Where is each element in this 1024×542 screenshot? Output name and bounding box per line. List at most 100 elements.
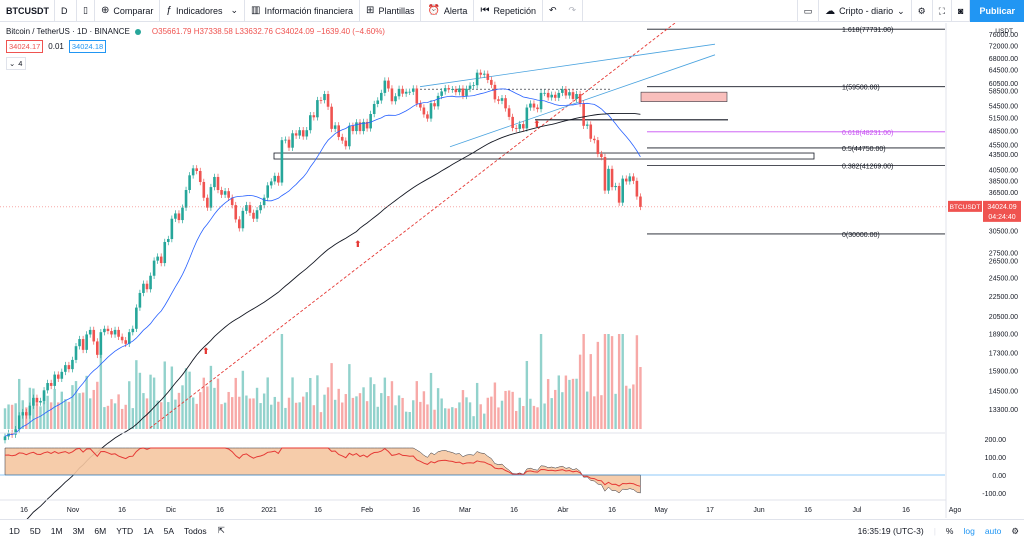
chevron-down-icon: ⌄ xyxy=(897,5,905,16)
volume-bar xyxy=(81,392,85,429)
auto-toggle[interactable]: auto xyxy=(984,526,1002,536)
volume-bar xyxy=(362,387,365,429)
timeframe-todos[interactable]: Todos xyxy=(184,525,207,536)
candle-body xyxy=(284,139,287,141)
redo-button[interactable]: ↷ xyxy=(563,0,584,22)
clock[interactable]: 16:35:19 (UTC-3) xyxy=(857,526,924,536)
candle-body xyxy=(220,190,223,195)
undo-button[interactable]: ↶ xyxy=(543,0,563,22)
candle-body xyxy=(589,124,593,139)
candle-body xyxy=(582,103,585,126)
timeframe-5d[interactable]: 5D xyxy=(29,525,41,536)
replay-button[interactable]: ⏮ Repetición xyxy=(474,0,543,22)
candle-body xyxy=(170,218,174,240)
interval-button[interactable]: D xyxy=(55,0,77,22)
volume-bar xyxy=(419,401,422,429)
timeframe-1d[interactable]: 1D xyxy=(9,525,20,536)
gear-icon[interactable]: ⚙ xyxy=(1011,525,1019,536)
collapse-legend-button[interactable]: ⌄ 4 xyxy=(6,57,26,70)
volume-bar xyxy=(191,397,195,429)
legend-ohlc: O35661.79 H37338.58 L33632.76 C34024.09 … xyxy=(151,27,385,36)
candle-body xyxy=(298,130,301,136)
fullscreen-button[interactable]: ⛶ xyxy=(933,0,953,22)
alert-button[interactable]: ⏰ Alerta xyxy=(421,0,475,22)
volume-bar xyxy=(64,399,67,429)
candle-body xyxy=(440,91,443,96)
candle-body xyxy=(482,73,486,75)
layout-toggle-button[interactable]: ▭ xyxy=(796,0,820,22)
timeframe-1m[interactable]: 1M xyxy=(50,525,63,536)
volume-bar xyxy=(160,402,163,429)
price-tick-label: 24500.00 xyxy=(989,275,1018,282)
redo-icon: ↷ xyxy=(568,5,577,15)
symbol-search[interactable]: BTCUSDT xyxy=(0,0,55,22)
timeframe-3m[interactable]: 3M xyxy=(72,525,85,536)
indicators-button[interactable]: ƒ Indicadores ⌄ xyxy=(160,0,246,22)
gear-icon: ⚙ xyxy=(917,5,926,16)
undo-icon: ↶ xyxy=(548,5,557,15)
time-axis[interactable]: 16 Nov 16 Dic 16 2021 16 Feb 16 Mar 16 Abr 16 May 17 Ju… xyxy=(0,499,962,514)
timeframe-5a[interactable]: 5A xyxy=(163,525,174,536)
time-tick-label: Abr xyxy=(558,507,570,514)
volume-bar xyxy=(202,377,205,429)
timeframe-1a[interactable]: 1A xyxy=(143,525,154,536)
candle-body xyxy=(81,339,85,350)
volume-bar xyxy=(465,397,468,429)
price-axis[interactable]: 76000.00 72000.00 68000.00 64500.00 60500.00… xyxy=(945,23,1018,518)
settings-button[interactable]: ⚙ xyxy=(912,0,933,22)
candle-body xyxy=(575,94,578,99)
candle-body xyxy=(255,210,259,219)
volume-bar xyxy=(117,394,120,429)
ask-price[interactable]: 34024.18 xyxy=(68,40,107,53)
price-tick-label: 38500.00 xyxy=(989,178,1018,185)
chart-type-button[interactable]: ▯ xyxy=(77,0,95,22)
plus-circle-icon: ⊕ xyxy=(101,5,110,16)
volume-bar xyxy=(394,405,397,429)
timeframe-ytd[interactable]: YTD xyxy=(116,525,134,536)
candle-body xyxy=(245,205,248,211)
layout-selector[interactable]: ☁ Cripto - diario ⌄ xyxy=(819,0,912,22)
volume-bar xyxy=(18,378,21,429)
snapshot-button[interactable]: ◙ xyxy=(952,0,971,22)
percent-toggle[interactable]: % xyxy=(945,526,954,536)
candle-body xyxy=(3,436,7,441)
volume-bar xyxy=(280,334,284,429)
volume-bar xyxy=(277,401,280,429)
volume-bar xyxy=(621,334,624,429)
candle-body xyxy=(309,115,312,131)
price-tick-label: 14500.00 xyxy=(989,388,1018,395)
volume-bar xyxy=(511,391,514,429)
candle-body xyxy=(518,124,522,129)
candle-body xyxy=(96,341,99,355)
goto-date-icon[interactable]: ⇱ xyxy=(217,525,225,535)
price-chart[interactable]: 1.618(77731.00) 1(59500.00) 0.618(48231.00… xyxy=(0,23,1024,519)
candle-body xyxy=(475,72,479,86)
osc-tick-label: 100.00 xyxy=(985,455,1007,462)
candle-body xyxy=(14,429,17,435)
bid-price[interactable]: 34024.17 xyxy=(6,40,44,53)
timeframe-6m[interactable]: 6M xyxy=(94,525,107,536)
layout-name: Cripto - diario xyxy=(839,6,894,16)
log-toggle[interactable]: log xyxy=(963,526,975,536)
volume-bar xyxy=(174,399,177,429)
volume-bar xyxy=(319,412,323,429)
publish-button[interactable]: Publicar xyxy=(970,0,1024,22)
volume-bar xyxy=(376,406,379,429)
time-tick-label: Nov xyxy=(67,507,80,514)
candle-body xyxy=(632,176,635,181)
volume-bar xyxy=(390,381,394,429)
volume-bar xyxy=(546,379,550,429)
templates-button[interactable]: ⊞ Plantillas xyxy=(360,0,422,22)
volume-bar xyxy=(49,402,53,429)
volume-bar xyxy=(401,397,404,429)
candle-body xyxy=(525,107,529,129)
time-tick-label: 17 xyxy=(706,507,714,514)
candle-body xyxy=(198,170,202,182)
compare-button[interactable]: ⊕ Comparar xyxy=(95,0,161,22)
volume-bar xyxy=(35,403,39,429)
candle-body xyxy=(635,180,639,197)
time-tick-label: Ago xyxy=(949,507,962,514)
volume-bar xyxy=(14,403,17,429)
volume-bar xyxy=(241,370,245,429)
financials-button[interactable]: ▥ Información financiera xyxy=(245,0,361,22)
